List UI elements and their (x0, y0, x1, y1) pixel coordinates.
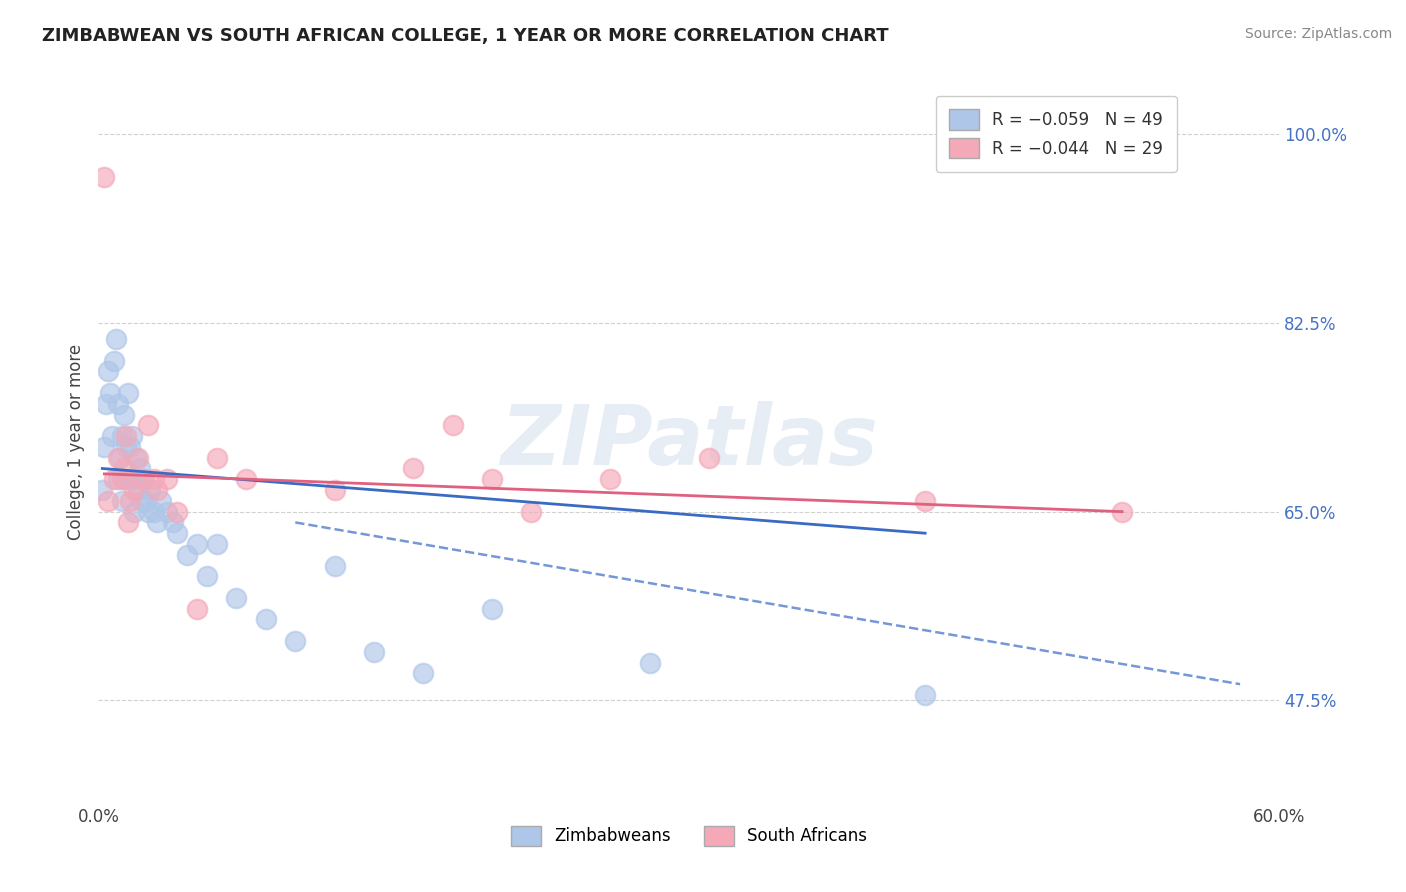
Point (481, 601, 503, 615)
Point (118, 440, 141, 454)
Point (125, 450, 148, 465)
Point (122, 483, 145, 497)
Point (105, 332, 128, 346)
Point (914, 493, 936, 508)
Point (166, 505, 188, 519)
Point (150, 493, 173, 508)
Point (136, 418, 159, 433)
Point (142, 505, 165, 519)
Point (122, 505, 145, 519)
Point (697, 450, 720, 465)
Point (162, 516, 184, 530)
Point (93, 440, 115, 454)
Point (599, 472, 621, 486)
Point (363, 645, 385, 659)
Point (156, 505, 179, 519)
Point (111, 472, 134, 486)
Point (117, 386, 139, 401)
Point (103, 353, 125, 368)
Point (323, 483, 346, 497)
Point (225, 591, 247, 605)
Point (97, 364, 120, 378)
Point (121, 429, 143, 443)
Point (91, 483, 114, 497)
Point (131, 493, 153, 508)
Point (186, 537, 208, 551)
Point (118, 493, 141, 508)
Point (412, 666, 434, 681)
Legend: Zimbabweans, South Africans: Zimbabweans, South Africans (498, 813, 880, 860)
Point (118, 472, 141, 486)
Point (112, 461, 135, 475)
Point (186, 601, 208, 615)
Point (156, 472, 179, 486)
Point (520, 505, 543, 519)
Point (122, 472, 145, 486)
Point (115, 440, 138, 454)
Point (111, 493, 134, 508)
Point (101, 429, 124, 443)
Point (235, 472, 257, 486)
Point (107, 450, 129, 465)
Point (146, 483, 169, 497)
Text: ZIPatlas: ZIPatlas (501, 401, 877, 482)
Point (254, 612, 277, 626)
Point (117, 516, 139, 530)
Point (1111, 505, 1133, 519)
Y-axis label: College, 1 year or more: College, 1 year or more (66, 343, 84, 540)
Text: Source: ZipAtlas.com: Source: ZipAtlas.com (1244, 27, 1392, 41)
Point (112, 472, 135, 486)
Point (115, 429, 138, 443)
Point (146, 516, 169, 530)
Point (96, 397, 118, 411)
Point (481, 472, 503, 486)
Point (108, 450, 131, 465)
Point (441, 418, 464, 433)
Point (136, 505, 159, 519)
Point (142, 472, 165, 486)
Point (205, 537, 228, 551)
Point (176, 548, 198, 562)
Point (112, 408, 135, 422)
Point (138, 483, 160, 497)
Point (131, 472, 153, 486)
Point (402, 461, 425, 475)
Point (128, 461, 150, 475)
Point (132, 472, 155, 486)
Point (127, 483, 149, 497)
Point (107, 397, 129, 411)
Point (166, 526, 188, 541)
Point (107, 472, 129, 486)
Point (638, 656, 661, 670)
Point (323, 558, 346, 573)
Point (195, 569, 218, 583)
Point (111, 429, 134, 443)
Point (205, 450, 228, 465)
Point (93, 170, 115, 185)
Text: ZIMBABWEAN VS SOUTH AFRICAN COLLEGE, 1 YEAR OR MORE CORRELATION CHART: ZIMBABWEAN VS SOUTH AFRICAN COLLEGE, 1 Y… (42, 27, 889, 45)
Point (914, 688, 936, 702)
Point (127, 450, 149, 465)
Point (103, 472, 125, 486)
Point (135, 493, 157, 508)
Point (98, 386, 121, 401)
Point (284, 634, 307, 648)
Point (97, 493, 120, 508)
